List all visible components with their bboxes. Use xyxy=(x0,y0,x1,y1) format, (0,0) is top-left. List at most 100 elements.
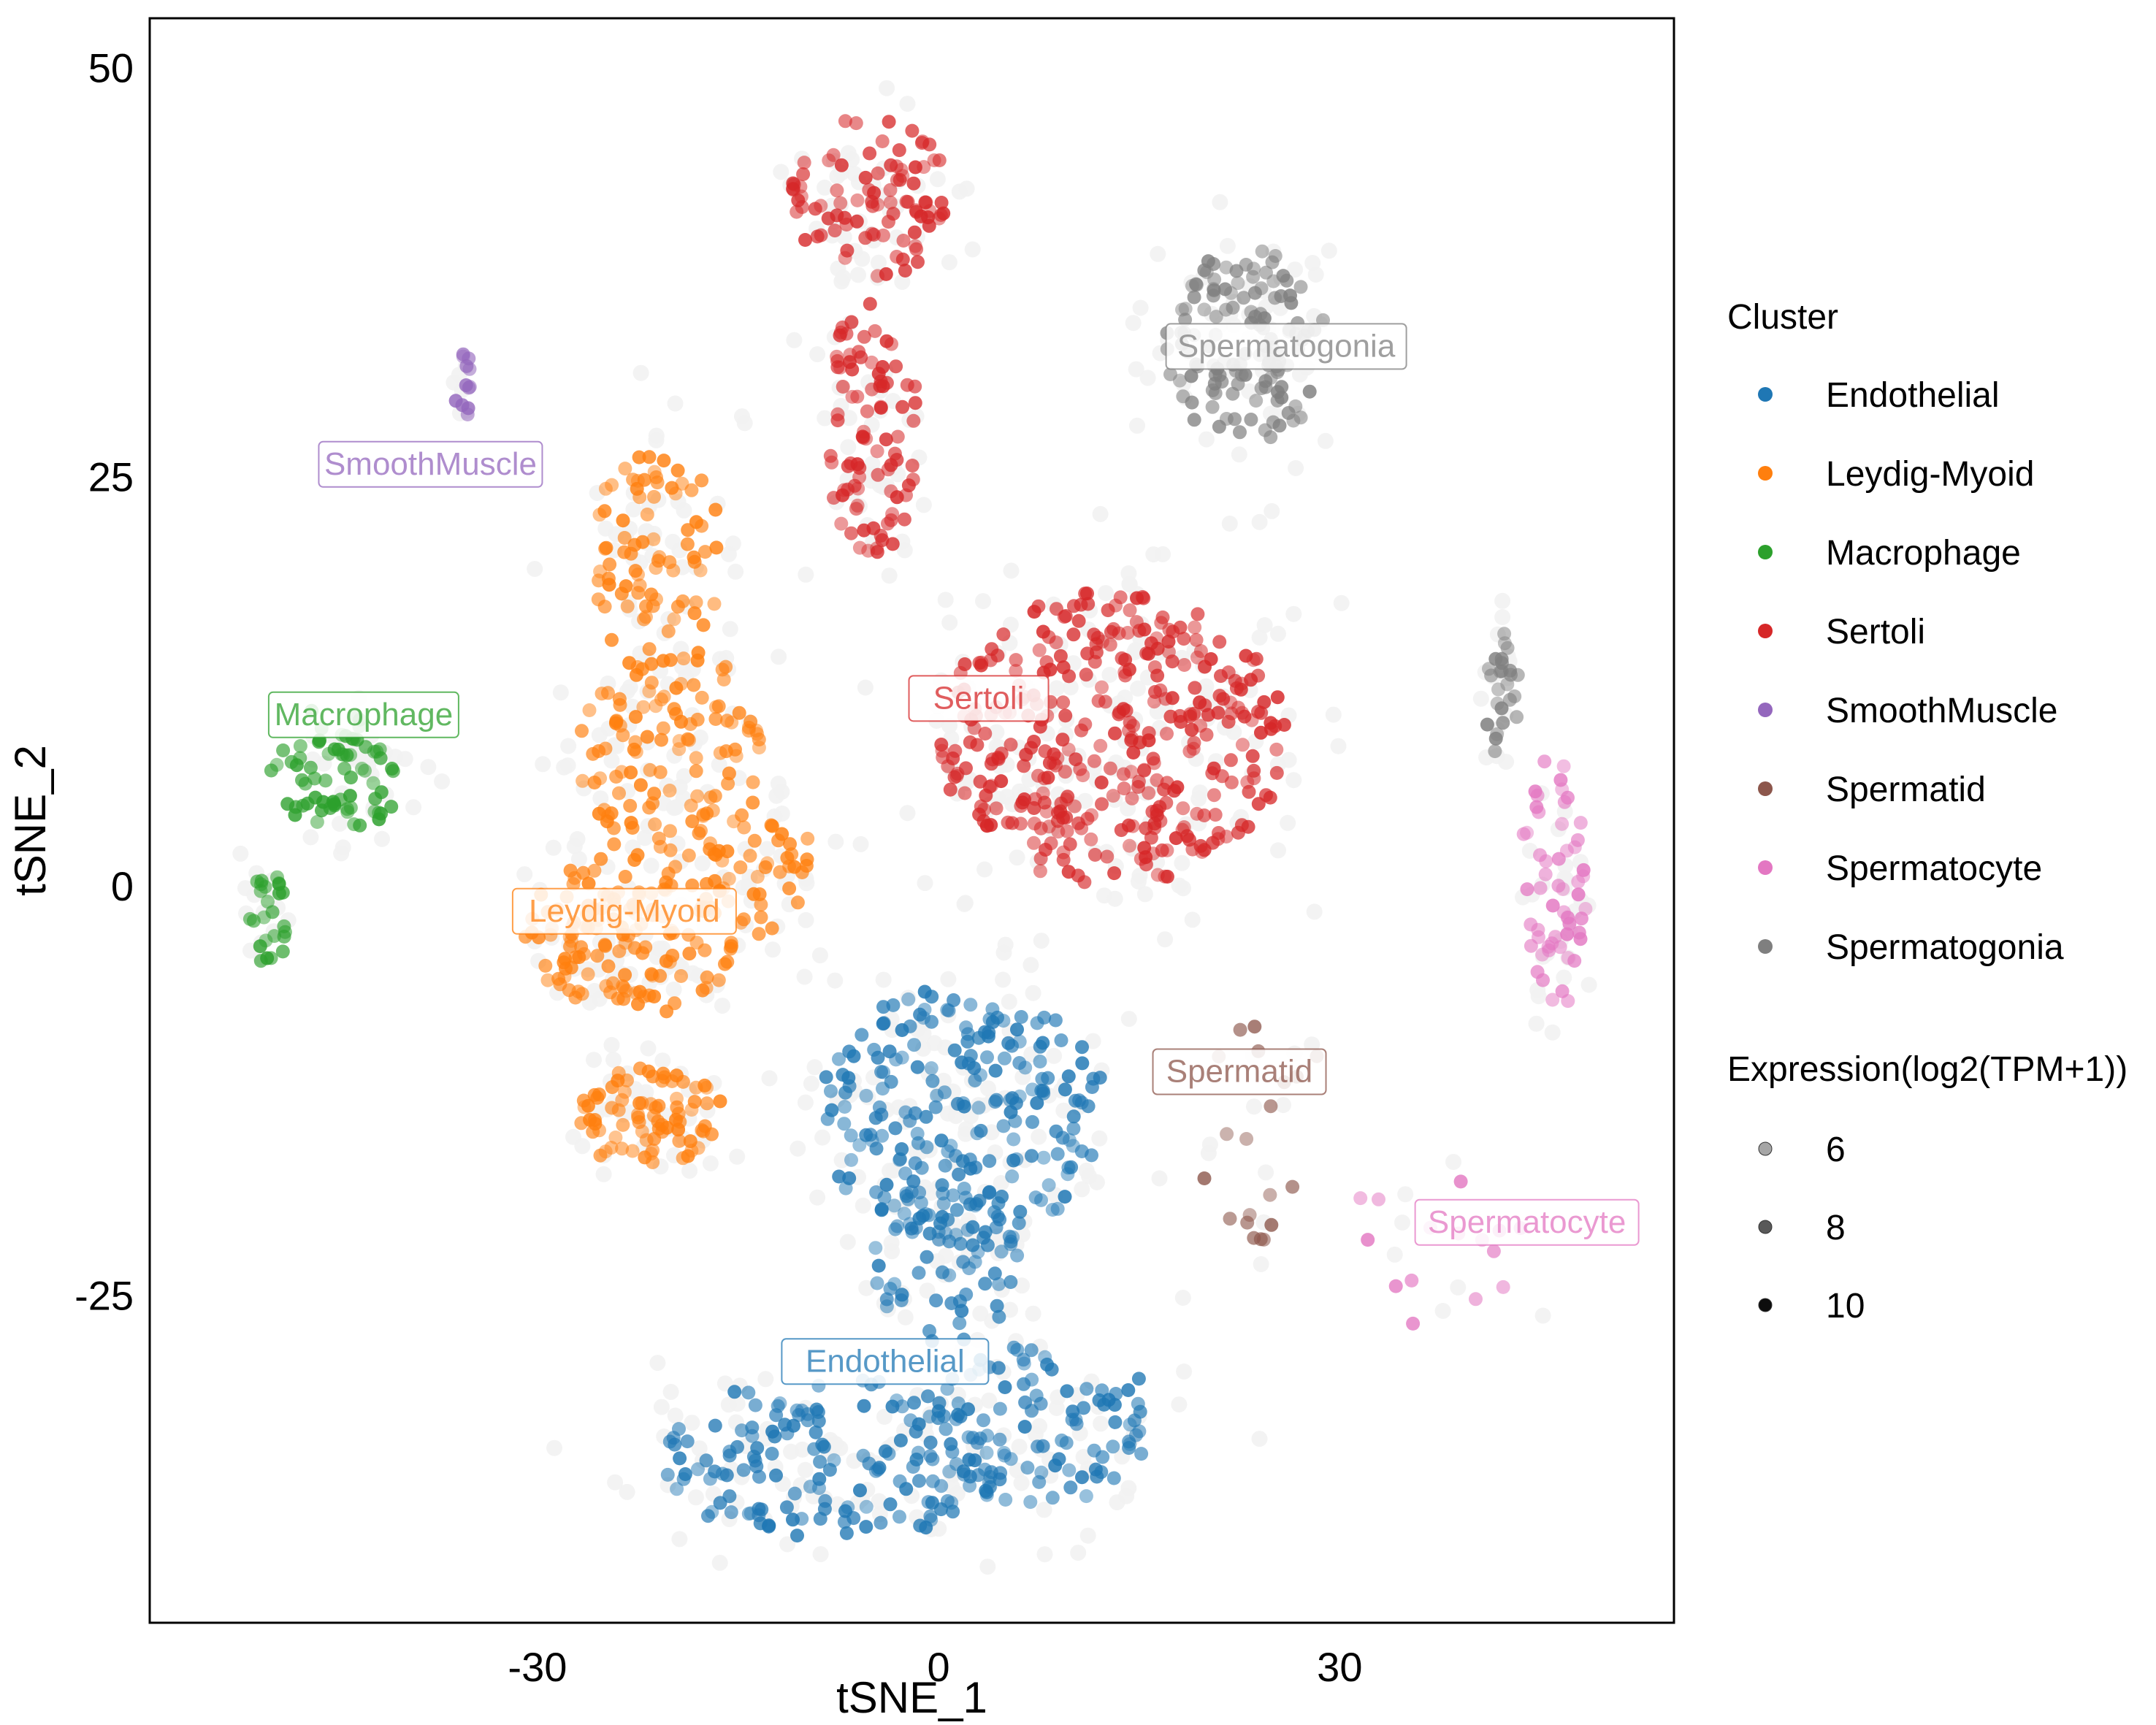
point-sertoli xyxy=(850,193,865,207)
point-endothelial xyxy=(1054,1033,1069,1047)
point-sertoli xyxy=(827,223,842,238)
point-macrophage xyxy=(272,886,286,900)
legend-label-endothelial: Endothelial xyxy=(1826,376,2000,415)
point-endothelial xyxy=(1062,1463,1077,1477)
point-sertoli xyxy=(1239,649,1253,663)
point-leydig-myoid xyxy=(646,599,660,613)
point-leydig-myoid xyxy=(581,876,596,891)
point-spermatocyte xyxy=(1539,854,1553,868)
point-leydig-myoid xyxy=(617,1085,632,1099)
point-endothelial xyxy=(910,1060,925,1074)
background-point xyxy=(976,861,993,878)
point-spermatogonia xyxy=(1178,302,1193,316)
point-endothelial xyxy=(920,1250,934,1264)
point-sertoli xyxy=(1001,815,1015,830)
point-sertoli xyxy=(1234,818,1249,833)
background-point xyxy=(937,592,954,608)
background-point xyxy=(850,267,866,283)
background-point xyxy=(899,805,916,822)
x-tick-label: 30 xyxy=(1317,1644,1362,1690)
point-macrophage xyxy=(321,746,336,761)
point-spermatocyte xyxy=(1576,862,1591,877)
point-leydig-myoid xyxy=(715,853,730,868)
point-sertoli xyxy=(1249,651,1264,666)
background-point xyxy=(446,374,462,391)
legend-expression-label: 6 xyxy=(1826,1131,1846,1169)
background-point xyxy=(1120,1011,1137,1028)
point-sertoli xyxy=(901,195,915,209)
point-spermatid xyxy=(1220,1127,1234,1141)
point-endothelial xyxy=(1049,1124,1063,1139)
background-point xyxy=(1325,706,1342,723)
point-sertoli xyxy=(1187,735,1201,750)
legend: Cluster Endothelial Leydig-Myoid Macrophag… xyxy=(1727,298,2128,1326)
point-endothelial xyxy=(827,1453,841,1467)
point-endothelial xyxy=(931,1225,946,1239)
point-spermatocyte xyxy=(1541,939,1556,954)
point-leydig-myoid xyxy=(611,1103,626,1117)
point-endothelial xyxy=(890,1219,905,1233)
point-macrophage xyxy=(303,760,318,775)
point-sertoli xyxy=(857,329,871,344)
point-sertoli xyxy=(1183,707,1198,722)
point-sertoli xyxy=(833,196,848,210)
point-spermatocyte xyxy=(1574,911,1589,926)
background-point xyxy=(722,621,738,638)
point-sertoli xyxy=(1066,627,1081,642)
point-leydig-myoid xyxy=(603,557,617,572)
point-spermatogonia xyxy=(1266,274,1281,288)
point-leydig-myoid xyxy=(689,764,703,779)
background-point xyxy=(1091,1130,1108,1147)
point-macrophage xyxy=(265,905,280,919)
point-sertoli xyxy=(884,337,898,351)
background-point xyxy=(1157,931,1174,948)
background-point xyxy=(757,1371,774,1388)
point-endothelial xyxy=(1075,1470,1089,1485)
point-spermatid xyxy=(1242,1208,1257,1223)
background-point xyxy=(929,171,946,188)
cluster-label-box xyxy=(1152,1048,1327,1095)
point-leydig-myoid xyxy=(591,592,605,607)
point-sertoli xyxy=(890,453,904,467)
legend-swatch-spermatogonia xyxy=(1758,939,1773,954)
point-endothelial xyxy=(876,1016,891,1030)
point-leydig-myoid xyxy=(700,806,714,821)
point-spermatogonia xyxy=(1265,255,1280,269)
background-point xyxy=(796,968,813,985)
point-endothelial xyxy=(919,1109,933,1124)
background-point xyxy=(546,1439,562,1456)
point-leydig-myoid xyxy=(651,1098,666,1113)
point-spermatocyte xyxy=(1556,905,1571,919)
point-macrophage xyxy=(253,939,267,954)
point-endothelial xyxy=(1121,1383,1136,1397)
background-point xyxy=(794,1441,811,1458)
point-endothelial xyxy=(1010,1022,1024,1037)
point-endothelial xyxy=(838,1181,853,1196)
background-point xyxy=(881,567,898,584)
point-sertoli xyxy=(838,114,852,129)
point-endothelial xyxy=(1061,1160,1076,1175)
background-point xyxy=(397,751,413,768)
point-sertoli xyxy=(1108,726,1122,741)
point-endothelial xyxy=(991,1196,1006,1211)
point-leydig-myoid xyxy=(720,714,734,728)
point-endothelial xyxy=(1074,1144,1089,1158)
point-leydig-myoid xyxy=(586,746,600,761)
background-point xyxy=(605,1052,622,1068)
background-point xyxy=(839,1233,856,1250)
background-point xyxy=(1184,911,1201,928)
point-leydig-myoid xyxy=(615,1141,630,1156)
point-sertoli xyxy=(1165,654,1180,669)
point-sertoli xyxy=(883,195,898,210)
point-endothelial xyxy=(952,1294,967,1309)
point-spermatogonia xyxy=(1175,302,1189,317)
point-endothelial xyxy=(879,1177,894,1192)
point-spermatocyte xyxy=(1561,951,1575,965)
point-spermatogonia xyxy=(1480,717,1494,732)
point-sertoli xyxy=(850,389,865,404)
point-leydig-myoid xyxy=(612,944,627,958)
background-point xyxy=(771,649,787,665)
point-leydig-myoid xyxy=(800,831,815,846)
background-point xyxy=(798,911,814,928)
point-sertoli xyxy=(897,512,911,527)
